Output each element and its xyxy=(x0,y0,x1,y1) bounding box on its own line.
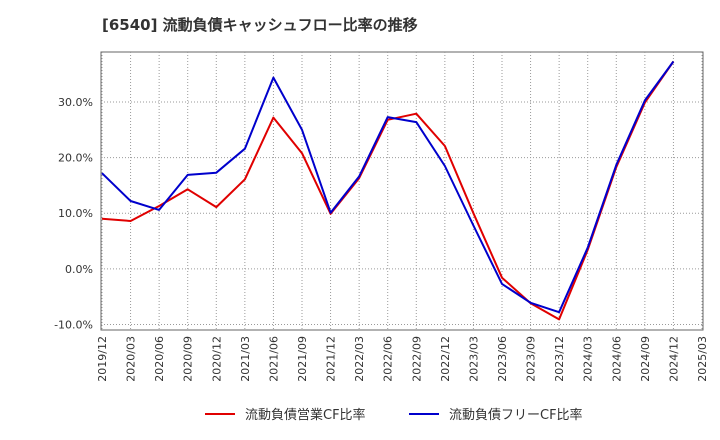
x-tick-label: 2023/12 xyxy=(553,336,566,382)
x-axis-ticks: 2019/12 2020/03 2020/06 2020/09 2020/12 2021/… xyxy=(96,336,709,382)
x-tick-label: 2024/12 xyxy=(667,336,680,382)
y-tick-label: 20.0% xyxy=(58,152,93,165)
x-tick-label: 2019/12 xyxy=(96,336,109,382)
series-lines xyxy=(101,60,675,321)
x-tick-label: 2022/12 xyxy=(439,336,452,382)
x-tick-label: 2020/12 xyxy=(210,336,223,382)
x-tick-label: 2022/06 xyxy=(382,336,395,382)
x-tick-label: 2025/03 xyxy=(696,336,709,382)
x-tick-label: 2023/06 xyxy=(496,336,509,382)
y-axis-ticks: -10.0% 0.0% 10.0% 20.0% 30.0% xyxy=(54,96,93,331)
x-tick-label: 2020/03 xyxy=(125,336,138,382)
x-tick-label: 2023/03 xyxy=(467,336,480,382)
y-tick-label: -10.0% xyxy=(54,318,93,331)
x-tick-label: 2021/03 xyxy=(239,336,252,382)
legend: 流動負債営業CF比率 流動負債フリーCF比率 xyxy=(205,407,583,423)
series-line-2 xyxy=(101,60,675,314)
y-tick-label: 10.0% xyxy=(58,207,93,220)
x-tick-label: 2022/09 xyxy=(410,336,423,382)
chart-title: [6540] 流動負債キャッシュフロー比率の推移 xyxy=(102,16,418,34)
legend-label-2: 流動負債フリーCF比率 xyxy=(449,407,583,423)
x-tick-label: 2023/09 xyxy=(525,336,538,382)
grid-lines xyxy=(101,52,703,330)
y-tick-label: 30.0% xyxy=(58,96,93,109)
x-tick-label: 2022/03 xyxy=(353,336,366,382)
plot-area xyxy=(100,51,704,331)
x-tick-label: 2021/09 xyxy=(296,336,309,382)
x-tick-label: 2021/12 xyxy=(325,336,338,382)
x-tick-label: 2020/06 xyxy=(153,336,166,382)
x-tick-label: 2020/09 xyxy=(182,336,195,382)
x-tick-label: 2021/06 xyxy=(267,336,280,382)
x-tick-label: 2024/09 xyxy=(639,336,652,382)
x-tick-label: 2024/03 xyxy=(582,336,595,382)
legend-label-1: 流動負債営業CF比率 xyxy=(245,407,366,423)
series-line-1 xyxy=(101,60,675,321)
x-tick-label: 2024/06 xyxy=(610,336,623,382)
y-tick-label: 0.0% xyxy=(65,263,93,276)
